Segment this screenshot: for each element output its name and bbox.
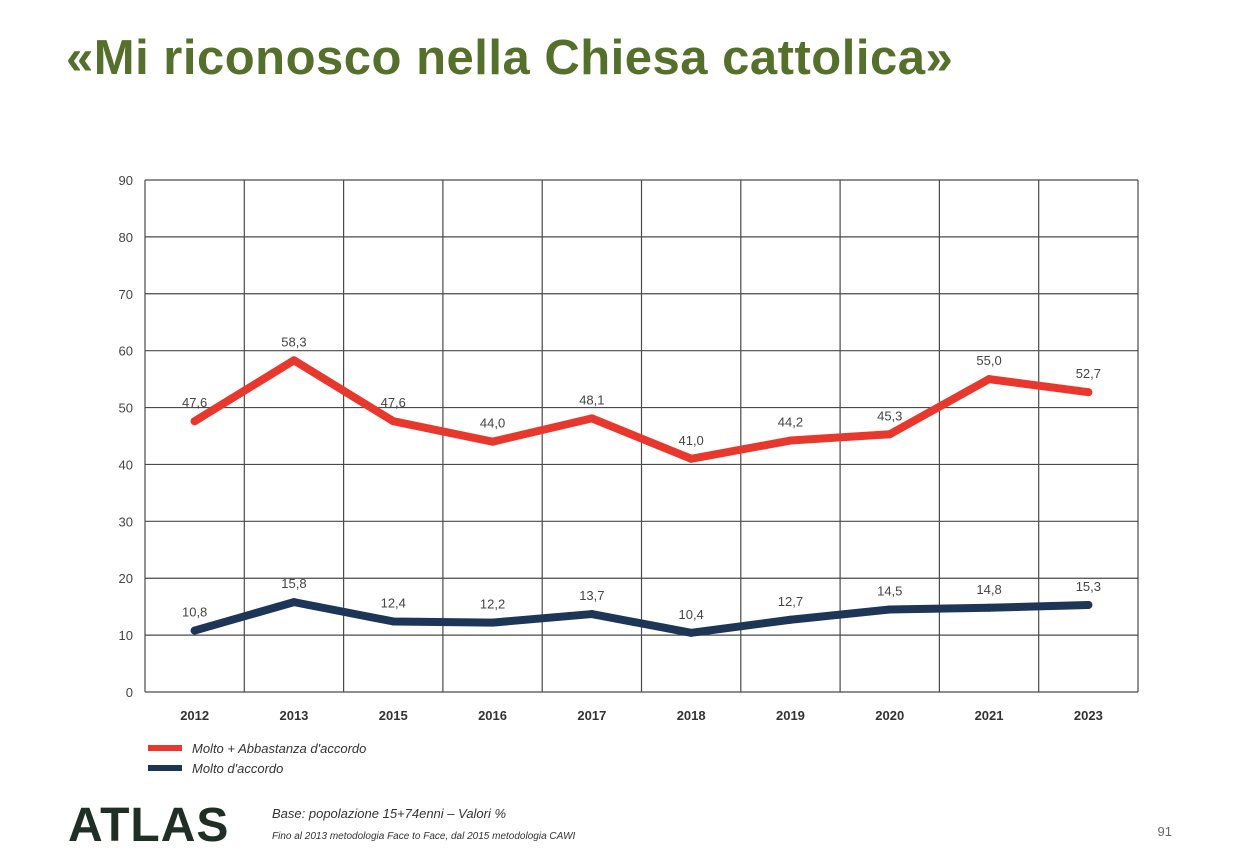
data-point: [587, 414, 596, 423]
data-label: 13,7: [579, 588, 604, 603]
method-note: Fino al 2013 metodologia Face to Face, d…: [272, 831, 576, 842]
y-tick-label: 20: [119, 571, 133, 586]
y-tick-label: 30: [119, 514, 133, 529]
data-label: 14,5: [877, 584, 902, 599]
data-label: 48,1: [579, 392, 604, 407]
data-point: [488, 618, 497, 627]
x-tick-label: 2015: [379, 708, 408, 723]
data-point: [786, 436, 795, 445]
y-tick-label: 40: [119, 457, 133, 472]
data-point: [1084, 600, 1093, 609]
y-tick-label: 50: [119, 401, 133, 416]
data-label: 52,7: [1076, 366, 1101, 381]
data-point: [687, 454, 696, 463]
x-tick-label: 2013: [279, 708, 308, 723]
x-tick-label: 2012: [180, 708, 209, 723]
y-tick-label: 90: [119, 173, 133, 188]
data-label: 12,4: [381, 595, 406, 610]
data-label: 15,3: [1076, 579, 1101, 594]
legend-item-secondary: Molto d'accordo: [148, 758, 366, 778]
data-point: [587, 610, 596, 619]
footer-notes: Base: popolazione 15+74enni – Valori % F…: [272, 806, 575, 842]
data-point: [1084, 388, 1093, 397]
data-label: 45,3: [877, 408, 902, 423]
data-label: 15,8: [281, 576, 306, 591]
series-line-1: [190, 356, 1093, 463]
y-tick-label: 0: [126, 685, 133, 700]
x-tick-label: 2017: [577, 708, 606, 723]
data-point: [190, 417, 199, 426]
data-label: 12,2: [480, 597, 505, 612]
x-tick-label: 2019: [776, 708, 805, 723]
legend-label-primary: Molto + Abbastanza d'accordo: [192, 740, 367, 756]
legend-swatch-primary: [148, 745, 182, 751]
x-tick-label: 2021: [975, 708, 1004, 723]
data-label: 41,0: [678, 433, 703, 448]
legend-swatch-secondary: [148, 765, 182, 771]
x-tick-label: 2018: [677, 708, 706, 723]
data-point: [190, 626, 199, 635]
legend-item-primary: Molto + Abbastanza d'accordo: [148, 738, 366, 758]
data-label: 58,3: [281, 334, 306, 349]
data-point: [786, 615, 795, 624]
data-label: 10,4: [678, 607, 703, 622]
y-tick-label: 70: [119, 287, 133, 302]
chart-legend: Molto + Abbastanza d'accordo Molto d'acc…: [148, 738, 366, 778]
x-tick-label: 2023: [1074, 708, 1103, 723]
data-label: 47,6: [381, 395, 406, 410]
x-tick-label: 2020: [875, 708, 904, 723]
data-label: 10,8: [182, 605, 207, 620]
data-label: 12,7: [778, 594, 803, 609]
data-point: [985, 375, 994, 384]
data-point: [885, 605, 894, 614]
base-note: Base: popolazione 15+74enni – Valori %: [272, 806, 507, 821]
data-point: [985, 603, 994, 612]
y-tick-label: 80: [119, 230, 133, 245]
data-point: [389, 417, 398, 426]
data-label: 47,6: [182, 395, 207, 410]
data-label: 55,0: [976, 353, 1001, 368]
data-label: 44,0: [480, 416, 505, 431]
page-title: «Mi riconosco nella Chiesa cattolica»: [66, 31, 954, 85]
y-tick-label: 60: [119, 344, 133, 359]
data-point: [389, 617, 398, 626]
data-point: [488, 437, 497, 446]
series-line-2: [190, 598, 1093, 637]
data-point: [289, 356, 298, 365]
x-tick-label: 2016: [478, 708, 507, 723]
data-point: [885, 430, 894, 439]
legend-label-secondary: Molto d'accordo: [192, 760, 284, 776]
data-point: [289, 598, 298, 607]
y-tick-label: 10: [119, 628, 133, 643]
data-point: [687, 628, 696, 637]
page-number: 91: [1157, 824, 1172, 839]
data-label: 14,8: [976, 582, 1001, 597]
data-label: 44,2: [778, 415, 803, 430]
atlas-logo: ATLAS: [68, 799, 230, 852]
